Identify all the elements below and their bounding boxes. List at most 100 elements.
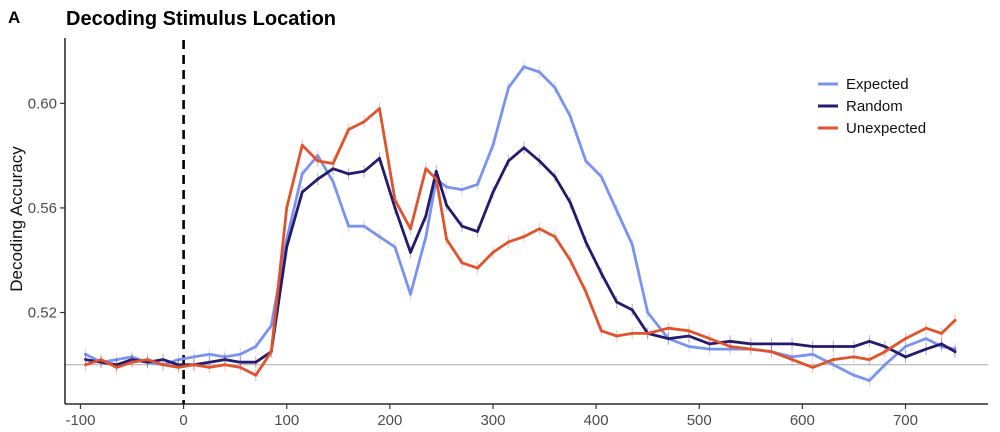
data-point: [708, 342, 711, 346]
data-point: [223, 358, 227, 361]
data-point: [940, 342, 943, 346]
y-axis-label: Decoding Accuracy: [7, 146, 26, 292]
data-point: [192, 363, 196, 367]
data-point: [811, 352, 815, 356]
data-point: [687, 345, 691, 348]
x-ticks: -100 0 100 200 300 400 500 600 700: [65, 404, 918, 429]
y-ticks: 0.52 0.56 0.60: [28, 95, 65, 322]
data-point: [599, 271, 603, 275]
data-point: [300, 143, 304, 147]
series-line-unexpected: [84, 107, 957, 377]
data-point: [749, 342, 753, 346]
data-point: [347, 128, 351, 131]
data-point: [811, 366, 815, 369]
data-point: [285, 245, 289, 249]
data-point: [883, 363, 887, 367]
data-point: [584, 290, 588, 293]
data-point: [904, 337, 907, 341]
data-point: [409, 250, 412, 254]
data-point: [177, 358, 180, 361]
data-point: [177, 366, 180, 369]
data-point: [904, 355, 907, 359]
data-point: [599, 329, 603, 333]
data-point: [584, 159, 588, 163]
data-point: [223, 355, 227, 359]
data-point: [424, 214, 428, 218]
y-tick-label: 0.60: [28, 95, 57, 112]
data-point: [434, 169, 438, 173]
data-point: [646, 332, 650, 335]
data-point: [852, 373, 856, 377]
data-point: [207, 366, 211, 369]
data-point: [476, 266, 479, 270]
data-point: [207, 360, 211, 364]
data-point: [790, 358, 794, 361]
data-point: [790, 355, 794, 359]
data-point: [192, 355, 196, 359]
data-point: [238, 360, 242, 364]
data-point: [99, 358, 103, 361]
data-point: [434, 177, 438, 181]
series-layer: [84, 60, 957, 387]
data-point: [904, 345, 907, 348]
x-tick-label: 600: [790, 412, 815, 429]
data-point: [953, 350, 957, 354]
data-point: [615, 334, 619, 338]
data-point: [146, 358, 149, 361]
data-point: [868, 379, 871, 382]
series-expected: [84, 60, 957, 387]
data-point: [460, 261, 464, 265]
data-point: [537, 70, 541, 74]
data-point: [409, 227, 412, 231]
data-point: [522, 235, 526, 239]
data-point: [708, 337, 711, 341]
data-point: [924, 337, 928, 341]
data-point: [316, 159, 320, 163]
data-point: [728, 339, 732, 343]
data-point: [615, 209, 619, 212]
x-tick-label: 400: [584, 412, 609, 429]
data-point: [553, 235, 557, 239]
data-point: [84, 352, 88, 356]
y-tick-label: 0.52: [28, 305, 57, 322]
data-point: [130, 360, 134, 364]
data-point: [831, 345, 835, 348]
data-point: [630, 308, 634, 312]
data-point: [445, 185, 448, 189]
data-point: [953, 318, 957, 322]
data-point: [331, 180, 335, 184]
x-tick-label: 200: [377, 412, 402, 429]
data-point: [646, 311, 650, 314]
data-point: [537, 159, 541, 163]
x-tick-label: 0: [179, 412, 187, 429]
data-point: [630, 332, 634, 335]
x-tick-label: 100: [274, 412, 299, 429]
data-point: [728, 345, 732, 348]
data-point: [460, 224, 464, 228]
data-point: [811, 345, 815, 348]
data-point: [316, 154, 320, 158]
data-point: [599, 175, 603, 178]
data-point: [84, 358, 88, 361]
x-tick-label: 500: [687, 412, 712, 429]
data-point: [553, 86, 557, 90]
data-point: [584, 240, 588, 244]
data-point: [537, 227, 541, 231]
data-point: [445, 203, 448, 207]
data-point: [300, 172, 304, 176]
plot-area: 0.52 0.56 0.60 -100 0 100 200 300 400 500 600 700: [28, 38, 988, 429]
data-point: [770, 342, 773, 346]
data-point: [362, 224, 366, 228]
x-tick-label: 300: [480, 412, 505, 429]
data-point: [831, 363, 835, 367]
data-point: [207, 352, 211, 356]
data-point: [728, 347, 732, 351]
series-random: [84, 141, 957, 371]
data-point: [924, 326, 928, 330]
data-point: [507, 240, 510, 244]
data-point: [924, 347, 928, 351]
data-point: [130, 355, 134, 359]
data-point: [687, 329, 691, 333]
data-point: [84, 363, 88, 367]
series-unexpected: [84, 102, 957, 382]
